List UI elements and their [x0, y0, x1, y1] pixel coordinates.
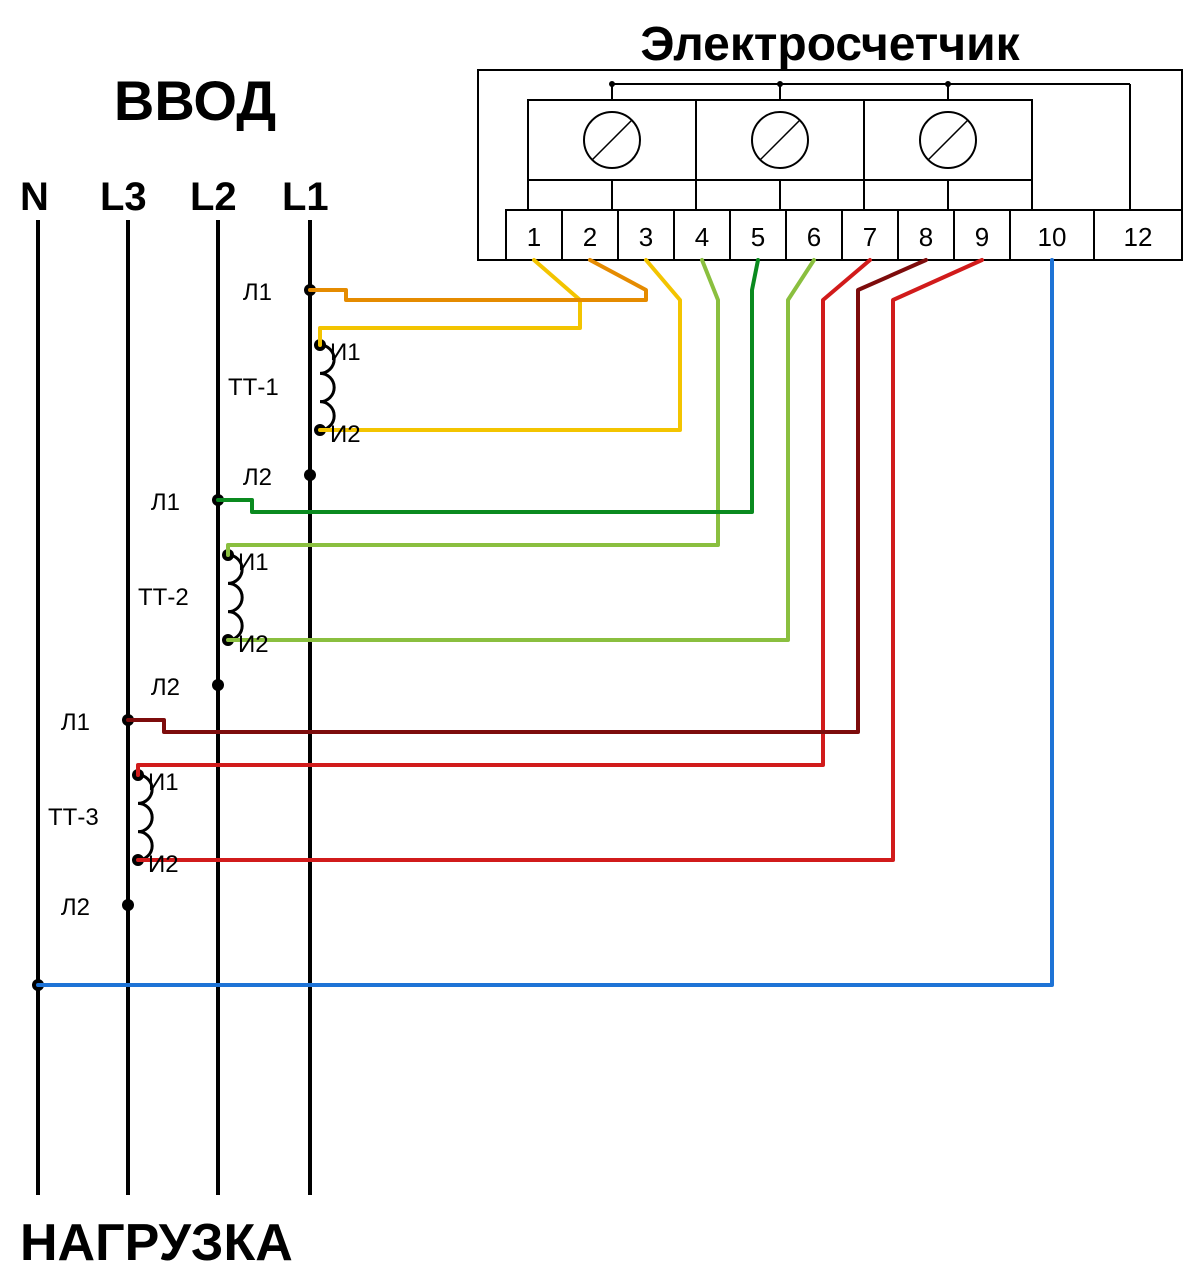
meter-stem-node-1 — [609, 81, 615, 87]
label-input: ВВОД — [114, 69, 276, 132]
wire-L3-tap-to-8 — [128, 260, 926, 732]
label-tt2: ТТ-2 — [138, 584, 189, 611]
label-tt2_I2: И2 — [238, 631, 269, 658]
label-L3: L3 — [100, 175, 147, 219]
label-tt1_L2: Л2 — [243, 464, 272, 491]
label-tt2_L1: Л1 — [151, 489, 180, 516]
label-tt2_I1: И1 — [238, 549, 269, 576]
terminal-label-12: 12 — [1124, 222, 1153, 252]
label-tt2_L2: Л2 — [151, 674, 180, 701]
wire-N-to-10 — [38, 260, 1052, 985]
label-load: НАГРУЗКА — [20, 1214, 293, 1272]
label-tt1_I1: И1 — [330, 339, 361, 366]
meter-stem-node-3 — [945, 81, 951, 87]
label-tt1_I2: И2 — [330, 421, 361, 448]
terminal-label-2: 2 — [583, 222, 597, 252]
terminal-label-8: 8 — [919, 222, 933, 252]
terminal-label-4: 4 — [695, 222, 709, 252]
terminal-label-7: 7 — [863, 222, 877, 252]
label-L1: L1 — [282, 175, 329, 219]
label-tt3_I1: И1 — [148, 769, 179, 796]
label-L2: L2 — [190, 175, 237, 219]
wire-L3-I1-to-7 — [138, 260, 870, 775]
TT3-L2-node — [122, 899, 134, 911]
terminal-label-3: 3 — [639, 222, 653, 252]
terminal-label-5: 5 — [751, 222, 765, 252]
TT1-L2-node — [304, 469, 316, 481]
wire-L1-tap-to-2 — [310, 260, 646, 300]
label-tt3_L2: Л2 — [61, 894, 90, 921]
terminal-label-10: 10 — [1038, 222, 1067, 252]
terminal-label-6: 6 — [807, 222, 821, 252]
label-tt1: ТТ-1 — [228, 374, 279, 401]
label-N: N — [20, 175, 49, 219]
meter-stem-node-2 — [777, 81, 783, 87]
wire-L2-I2-to-6 — [228, 260, 814, 640]
label-tt3_L1: Л1 — [61, 709, 90, 736]
label-tt3: ТТ-3 — [48, 804, 99, 831]
label-tt1_L1: Л1 — [243, 279, 272, 306]
wire-L1-I2-to-3 — [320, 260, 680, 430]
wire-L1-I1-to-1 — [320, 260, 580, 345]
label-tt3_I2: И2 — [148, 851, 179, 878]
terminal-label-1: 1 — [527, 222, 541, 252]
label-title: Электросчетчик — [640, 18, 1020, 71]
terminal-label-9: 9 — [975, 222, 989, 252]
TT2-L2-node — [212, 679, 224, 691]
